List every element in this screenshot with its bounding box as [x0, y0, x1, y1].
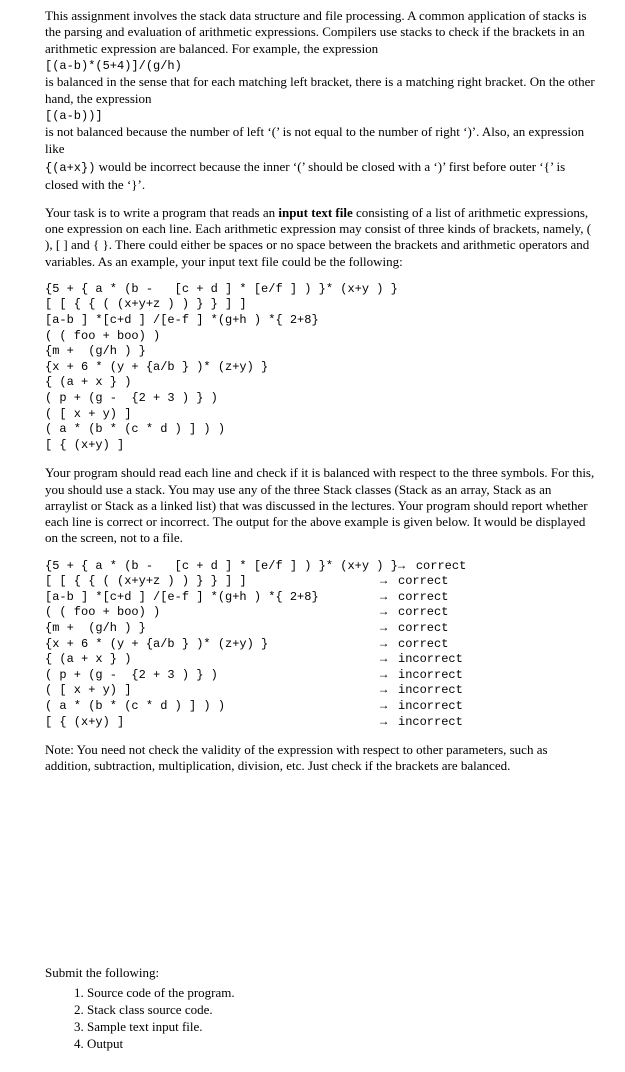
result-row: {m + (g/h ) }→ correct: [45, 621, 595, 637]
result-row: [ { (x+y) ]→ incorrect: [45, 715, 595, 731]
submit-item: Output: [87, 1036, 595, 1053]
task-block: Your task is to write a program that rea…: [45, 205, 595, 270]
submit-item: Sample text input file.: [87, 1019, 595, 1036]
intro-p3b: {(a+x}) would be incorrect because the i…: [45, 159, 595, 193]
example-line: [ [ { { ( (x+y+z ) ) } } ] ]: [45, 297, 595, 313]
result-row: ( p + (g - {2 + 3 ) } )→ incorrect: [45, 668, 595, 684]
submit-item: Source code of the program.: [87, 985, 595, 1002]
example-line: ( [ x + y) ]: [45, 407, 595, 423]
task-p1: Your task is to write a program that rea…: [45, 205, 595, 270]
submit-list: Source code of the program. Stack class …: [45, 985, 595, 1053]
result-row: {5 + { a * (b - [c + d ] * [e/f ] ) }* (…: [45, 559, 595, 575]
arrow-icon: →: [380, 605, 398, 621]
example-line: [a-b ] *[c+d ] /[e-f ] *(g+h ) *{ 2+8}: [45, 313, 595, 329]
example-line: ( ( foo + boo) ): [45, 329, 595, 345]
result-expr: {5 + { a * (b - [c + d ] * [e/f ] ) }* (…: [45, 559, 398, 575]
task-bold: input text file: [278, 205, 352, 220]
submit-item: Stack class source code.: [87, 1002, 595, 1019]
mid-block: Your program should read each line and c…: [45, 465, 595, 546]
result-expr: ( a * (b * (c * d ) ] ) ): [45, 699, 380, 715]
assignment-page: This assignment involves the stack data …: [0, 0, 625, 1072]
example-line: [ { (x+y) ]: [45, 438, 595, 454]
intro-block: This assignment involves the stack data …: [45, 8, 595, 193]
result-value: correct: [416, 559, 466, 575]
intro-p3b-text: would be incorrect because the inner ‘(’…: [45, 159, 565, 192]
intro-expr2: [(a-b))]: [45, 109, 595, 125]
result-row: {x + 6 * (y + {a/b } )* (z+y) }→ correct: [45, 637, 595, 653]
arrow-icon: →: [380, 637, 398, 653]
arrow-icon: →: [380, 652, 398, 668]
intro-p1: This assignment involves the stack data …: [45, 8, 595, 57]
arrow-icon: →: [380, 574, 398, 590]
mid-para: Your program should read each line and c…: [45, 465, 595, 546]
result-row: [a-b ] *[c+d ] /[e-f ] *(g+h ) *{ 2+8}→ …: [45, 590, 595, 606]
result-expr: { (a + x } ): [45, 652, 380, 668]
arrow-icon: →: [380, 668, 398, 684]
result-value: incorrect: [398, 683, 463, 699]
results-block: {5 + { a * (b - [c + d ] * [e/f ] ) }* (…: [45, 559, 595, 731]
result-expr: [ { (x+y) ]: [45, 715, 380, 731]
result-row: { (a + x } )→ incorrect: [45, 652, 595, 668]
result-value: incorrect: [398, 668, 463, 684]
result-value: incorrect: [398, 699, 463, 715]
result-value: correct: [398, 574, 448, 590]
note-text: Note: You need not check the validity of…: [45, 742, 595, 775]
result-row: ( a * (b * (c * d ) ] ) )→ incorrect: [45, 699, 595, 715]
arrow-icon: →: [380, 699, 398, 715]
arrow-icon: →: [398, 559, 416, 575]
result-row: [ [ { { ( (x+y+z ) ) } } ] ]→ correct: [45, 574, 595, 590]
result-value: correct: [398, 621, 448, 637]
arrow-icon: →: [380, 590, 398, 606]
intro-expr1: [(a-b)*(5+4)]/(g/h): [45, 59, 595, 75]
result-expr: ( [ x + y) ]: [45, 683, 380, 699]
result-value: incorrect: [398, 652, 463, 668]
arrow-icon: →: [380, 715, 398, 731]
intro-expr3: {(a+x}): [45, 161, 95, 175]
submit-heading: Submit the following:: [45, 965, 595, 981]
result-value: incorrect: [398, 715, 463, 731]
example-line: {m + (g/h ) }: [45, 344, 595, 360]
arrow-icon: →: [380, 683, 398, 699]
result-expr: {m + (g/h ) }: [45, 621, 380, 637]
result-expr: ( ( foo + boo) ): [45, 605, 380, 621]
intro-p2: is balanced in the sense that for each m…: [45, 74, 595, 107]
task-p1a: Your task is to write a program that rea…: [45, 205, 278, 220]
example-line: {x + 6 * (y + {a/b } )* (z+y) }: [45, 360, 595, 376]
example-line: ( a * (b * (c * d ) ] ) ): [45, 422, 595, 438]
intro-p3a: is not balanced because the number of le…: [45, 124, 595, 157]
result-row: ( [ x + y) ]→ incorrect: [45, 683, 595, 699]
result-value: correct: [398, 605, 448, 621]
result-value: correct: [398, 590, 448, 606]
example-line: ( p + (g - {2 + 3 ) } ): [45, 391, 595, 407]
example-line: {5 + { a * (b - [c + d ] * [e/f ] ) }* (…: [45, 282, 595, 298]
result-expr: [a-b ] *[c+d ] /[e-f ] *(g+h ) *{ 2+8}: [45, 590, 380, 606]
example-input-block: {5 + { a * (b - [c + d ] * [e/f ] ) }* (…: [45, 282, 595, 454]
result-expr: [ [ { { ( (x+y+z ) ) } } ] ]: [45, 574, 380, 590]
arrow-icon: →: [380, 621, 398, 637]
note-block: Note: You need not check the validity of…: [45, 742, 595, 775]
result-value: correct: [398, 637, 448, 653]
example-line: { (a + x } ): [45, 375, 595, 391]
result-row: ( ( foo + boo) )→ correct: [45, 605, 595, 621]
submit-block: Submit the following: Source code of the…: [45, 965, 595, 1053]
result-expr: ( p + (g - {2 + 3 ) } ): [45, 668, 380, 684]
result-expr: {x + 6 * (y + {a/b } )* (z+y) }: [45, 637, 380, 653]
